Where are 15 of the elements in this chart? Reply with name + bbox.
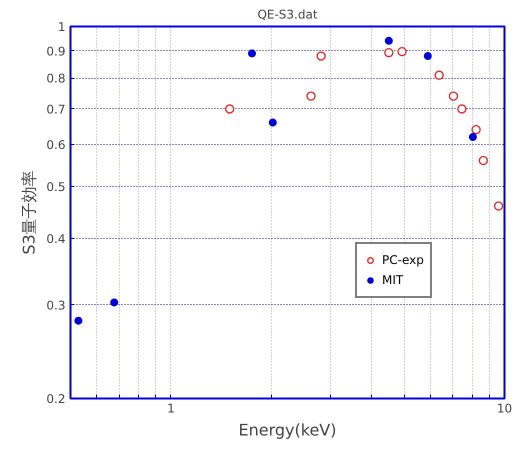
y-tick-label: 0.2 [46,392,66,406]
y-tick-label: 0.4 [46,232,66,246]
x-tick-label: 10 [496,402,512,416]
y-axis-title: S3量子効率 [19,170,38,255]
x-axis-title: Energy(keV) [238,420,336,440]
y-tick-label: 0.9 [46,44,66,58]
y-tick-label: 0.5 [46,180,66,194]
y-tick-label: 0.6 [46,138,66,152]
legend-label: MIT [382,273,404,287]
legend-label: PC-exp [382,253,424,267]
y-tick-label: 1 [58,20,66,34]
y-tick-label: 0.7 [46,102,66,116]
y-tick-label: 0.3 [46,298,66,312]
chart-title: QE-S3.dat [257,8,318,22]
y-tick-label: 0.8 [46,72,66,86]
